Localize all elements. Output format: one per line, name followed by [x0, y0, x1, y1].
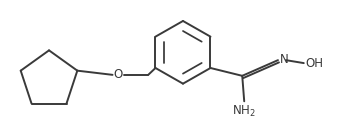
Text: OH: OH	[306, 57, 324, 70]
Text: O: O	[114, 68, 123, 81]
Text: N: N	[280, 53, 289, 66]
Text: NH$_2$: NH$_2$	[232, 104, 256, 119]
